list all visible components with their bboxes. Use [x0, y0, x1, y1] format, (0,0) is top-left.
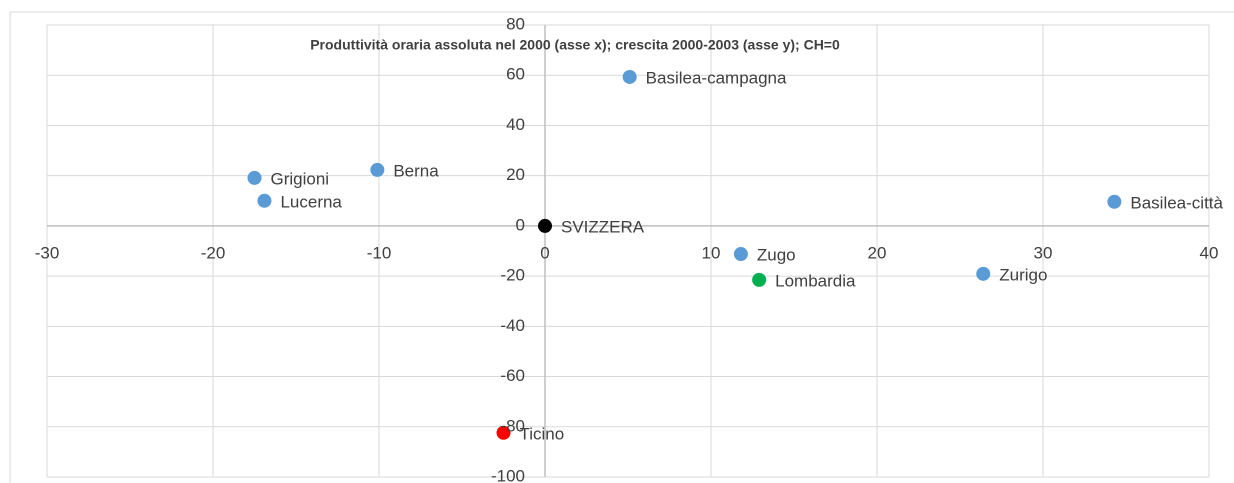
point [496, 425, 511, 440]
x-tick-label: -20 [201, 243, 226, 262]
y-tick-label: -100 [491, 466, 525, 483]
point-label: Zurigo [999, 265, 1047, 284]
point-label: Ticino [520, 424, 565, 443]
x-tick-label: 0 [540, 243, 549, 262]
point-label: SVIZZERA [561, 217, 645, 236]
y-tick-label: 0 [516, 215, 525, 234]
point-label: Basilea-campagna [646, 68, 787, 87]
x-tick-label: 20 [868, 243, 887, 262]
point [622, 69, 637, 84]
point [247, 170, 262, 185]
point-label: Grigioni [271, 169, 330, 188]
chart-title: Produttività oraria assoluta nel 2000 (a… [310, 37, 840, 53]
point [538, 218, 552, 233]
x-tick-label: -10 [367, 243, 392, 262]
point-label: Lucerna [280, 192, 342, 211]
marks [247, 69, 1122, 440]
y-tick-label: 20 [506, 165, 525, 184]
point-label: Berna [393, 161, 439, 180]
point [1107, 194, 1122, 209]
point [370, 162, 385, 177]
point-label: Lombardia [775, 271, 856, 290]
x-tick-label: -30 [35, 243, 60, 262]
point-label: Zugo [757, 245, 796, 264]
y-tick-label: -60 [500, 366, 525, 385]
x-tick-label: 40 [1200, 243, 1219, 262]
point [257, 193, 272, 208]
y-tick-label: -20 [500, 266, 525, 285]
point [976, 266, 991, 281]
y-tick-label: -40 [500, 316, 525, 335]
x-tick-label: 10 [702, 243, 721, 262]
y-tick-label: 80 [506, 14, 525, 33]
point [733, 247, 748, 262]
x-tick-label: 30 [1034, 243, 1053, 262]
point-label: Basilea-città [1130, 193, 1223, 212]
y-tick-label: 40 [506, 115, 525, 134]
grid [46, 24, 1210, 478]
y-tick-label: -80 [500, 416, 525, 435]
point [752, 272, 767, 287]
y-tick-label: 60 [506, 65, 525, 84]
